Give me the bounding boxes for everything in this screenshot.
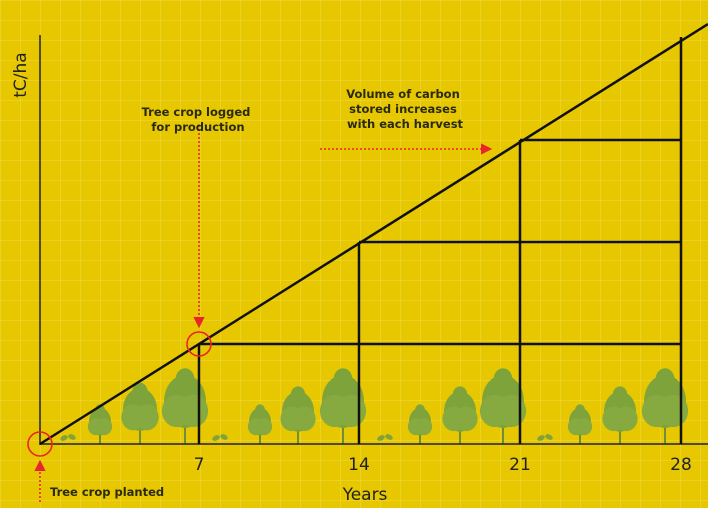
annotation: Tree crop logged for production — [142, 105, 255, 134]
growth-line — [39, 22, 708, 446]
annotation: Tree crop planted — [50, 485, 164, 499]
marker-circle — [186, 331, 212, 357]
tree-part — [132, 382, 148, 401]
x-axis-label: Years — [342, 485, 388, 505]
tree-part — [333, 368, 353, 391]
annotation-line: Tree crop logged — [142, 105, 251, 119]
tree-part — [60, 435, 68, 441]
tree-part — [178, 394, 209, 428]
x-tick-label: 14 — [348, 455, 370, 475]
tree-part — [134, 404, 159, 431]
annotation-line: stored increases — [349, 102, 457, 116]
tree-part — [415, 404, 425, 416]
annotation-line: Volume of carbon — [346, 87, 460, 101]
tree-part — [212, 435, 220, 441]
tree-part — [452, 386, 468, 404]
tree-part — [575, 404, 585, 416]
tree-part — [537, 435, 545, 441]
x-tick-label: 7 — [194, 455, 205, 475]
tree-part — [290, 386, 306, 404]
x-tick-label: 21 — [509, 455, 531, 475]
tree-part — [293, 406, 316, 432]
tree-part — [416, 418, 433, 436]
tree-part — [655, 368, 675, 391]
annotation-line: for production — [151, 120, 244, 134]
tree-part — [377, 435, 385, 441]
annotation-line: with each harvest — [347, 117, 464, 131]
annotation: Volume of carbon stored increases with e… — [346, 87, 464, 131]
tree-part — [545, 434, 553, 440]
tree-part — [576, 418, 593, 436]
tree-part — [612, 386, 628, 404]
tree-part — [256, 418, 273, 436]
harvest-structure — [39, 22, 708, 446]
tree-part — [175, 368, 195, 391]
tree-part — [658, 394, 689, 428]
tree-part — [68, 434, 76, 440]
y-axis-label: tC/ha — [11, 52, 31, 97]
trees — [60, 368, 689, 444]
marker-circle — [27, 431, 53, 457]
x-tick-label: 28 — [670, 455, 692, 475]
tree-part — [96, 418, 113, 436]
tree-part — [493, 368, 513, 391]
tree-part — [220, 434, 228, 440]
tree-part — [496, 394, 527, 428]
tree-part — [385, 434, 393, 440]
tree-part — [615, 406, 638, 432]
tree-part — [336, 394, 367, 428]
tree-part — [455, 406, 478, 432]
tree-part — [255, 404, 265, 416]
